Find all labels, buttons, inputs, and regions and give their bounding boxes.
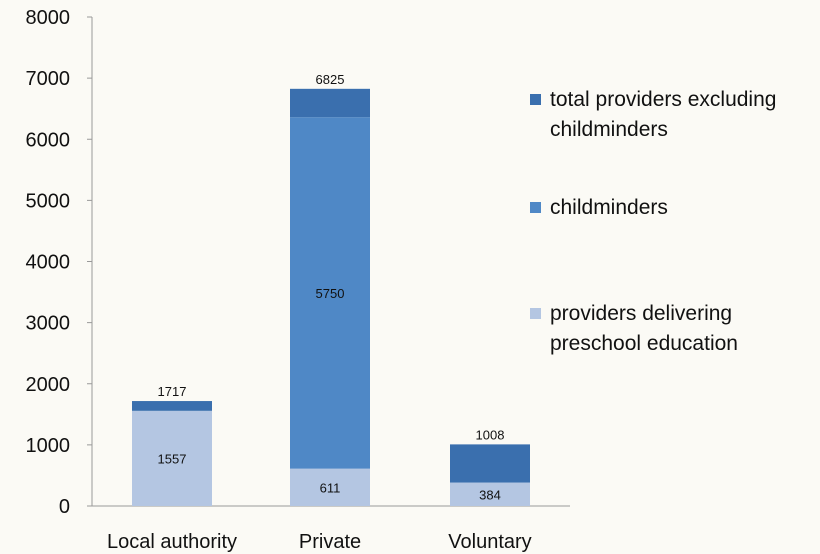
data-label: 5750 — [316, 286, 345, 301]
y-tick-label: 0 — [59, 496, 70, 518]
x-category-label: Local authority — [107, 531, 237, 553]
x-category-label: Private — [299, 531, 361, 553]
legend-swatch — [530, 308, 541, 319]
data-labels: 1557 1717 611 5750 6825 384 1008 — [158, 72, 505, 502]
legend-label: total providers excluding — [550, 88, 776, 111]
y-tick-label: 2000 — [26, 374, 71, 396]
legend-label: providers delivering — [550, 302, 732, 325]
y-tick-label: 6000 — [26, 129, 71, 151]
legend: total providers excluding childminders chi… — [530, 88, 776, 355]
data-label: 6825 — [316, 72, 345, 87]
bar-segment — [132, 401, 212, 411]
y-tick-label: 7000 — [26, 68, 71, 90]
legend-swatch — [530, 202, 541, 213]
data-label: 611 — [320, 480, 341, 495]
x-category-label: Voluntary — [448, 531, 531, 553]
y-tick-label: 3000 — [26, 313, 71, 335]
bar-segment — [290, 88, 370, 118]
legend-label: childminders — [550, 196, 668, 219]
legend-label: childminders — [550, 118, 668, 141]
bar-segment — [132, 410, 212, 506]
y-tick-label: 1000 — [26, 435, 71, 457]
bar-segment — [450, 482, 530, 506]
y-tick-label: 5000 — [26, 190, 71, 212]
bars — [132, 88, 530, 506]
data-label: 1717 — [158, 384, 187, 399]
y-tick-label: 4000 — [26, 252, 71, 274]
y-tick-label: 8000 — [26, 7, 71, 29]
data-label: 384 — [479, 487, 501, 502]
bar-segment — [290, 117, 370, 469]
bar-segment — [290, 468, 370, 506]
data-label: 1557 — [158, 451, 187, 466]
axes: 0 1000 2000 3000 4000 5000 6000 7000 8000 Local a… — [26, 7, 570, 553]
bar-segment — [450, 444, 530, 483]
data-label: 1008 — [476, 427, 505, 442]
legend-label: preschool education — [550, 332, 738, 355]
legend-swatch — [530, 94, 541, 105]
